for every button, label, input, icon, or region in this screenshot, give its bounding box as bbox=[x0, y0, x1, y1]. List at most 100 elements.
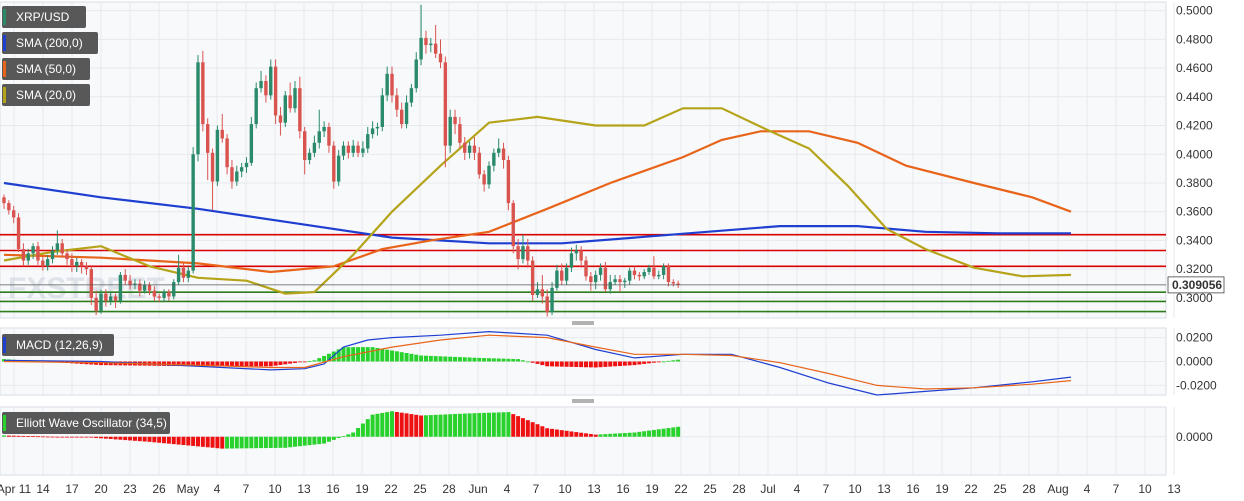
macd-histogram-bar bbox=[268, 361, 273, 367]
macd-histogram-bar bbox=[370, 347, 375, 362]
ewo-histogram-bar bbox=[351, 432, 356, 437]
candle bbox=[307, 152, 312, 160]
x-tick-label: Jul bbox=[760, 482, 775, 496]
candle bbox=[283, 95, 287, 123]
macd-histogram-bar bbox=[656, 361, 661, 363]
ewo-histogram-bar bbox=[302, 436, 307, 446]
candle bbox=[94, 297, 98, 311]
macd-histogram-bar bbox=[525, 361, 530, 363]
candle bbox=[632, 270, 637, 275]
macd-histogram-bar bbox=[579, 361, 584, 368]
macd-histogram-bar bbox=[171, 361, 176, 366]
ewo-histogram-bar bbox=[540, 426, 545, 437]
candle bbox=[637, 274, 642, 277]
candle bbox=[535, 289, 540, 296]
ewo-histogram-bar bbox=[496, 412, 501, 437]
ewo-histogram-bar bbox=[128, 436, 133, 441]
candle bbox=[429, 43, 433, 46]
macd-histogram-bar bbox=[661, 361, 666, 363]
ewo-histogram-bar bbox=[31, 436, 36, 437]
x-tick-label: 23 bbox=[123, 482, 137, 496]
sma-50-line bbox=[3, 130, 1072, 274]
x-tick-label: 4 bbox=[1084, 482, 1091, 496]
macd-histogram-bar bbox=[196, 361, 200, 367]
candle bbox=[16, 217, 21, 250]
ewo-histogram-bar bbox=[147, 436, 152, 442]
ewo-histogram-bar bbox=[263, 436, 268, 449]
ewo-histogram-bar bbox=[293, 436, 297, 447]
candle bbox=[41, 260, 45, 267]
candle bbox=[254, 88, 258, 125]
candle bbox=[55, 243, 60, 251]
macd-histogram-bar bbox=[627, 361, 632, 366]
candle bbox=[312, 142, 317, 153]
macd-histogram-bar bbox=[331, 351, 336, 362]
candle bbox=[652, 267, 656, 277]
candle bbox=[191, 154, 195, 271]
macd-histogram-bar bbox=[569, 361, 574, 367]
ewo-histogram-bar bbox=[550, 428, 555, 437]
x-tick-label: 22 bbox=[384, 482, 398, 496]
macd-histogram-bar bbox=[564, 361, 569, 367]
ewo-histogram-bar bbox=[598, 434, 603, 437]
y-tick-label: 0.0200 bbox=[1176, 331, 1213, 345]
macd-histogram-bar bbox=[496, 358, 501, 362]
ewo-histogram-bar bbox=[627, 432, 632, 437]
candle bbox=[511, 203, 515, 247]
legend-ewo-box bbox=[2, 412, 170, 434]
ewo-histogram-bar bbox=[220, 436, 225, 449]
macd-histogram-bar bbox=[259, 361, 264, 367]
ewo-histogram-bar bbox=[617, 433, 622, 437]
x-tick-label: 19 bbox=[645, 482, 659, 496]
ewo-histogram-bar bbox=[74, 436, 79, 438]
candle bbox=[123, 274, 127, 281]
ewo-histogram-bar bbox=[428, 415, 433, 437]
x-tick-label: 10 bbox=[1138, 482, 1152, 496]
x-tick-label: 10 bbox=[848, 482, 862, 496]
x-tick-label: 28 bbox=[442, 482, 456, 496]
candle bbox=[351, 145, 355, 153]
macd-histogram-bar bbox=[550, 361, 555, 367]
candle bbox=[206, 124, 210, 153]
candle bbox=[472, 145, 477, 153]
macd-histogram-bar bbox=[254, 361, 259, 367]
ewo-histogram-bar bbox=[525, 420, 530, 437]
ewo-histogram-bar bbox=[229, 436, 234, 449]
legend-macd-label: MACD (12,26,9) bbox=[16, 338, 103, 352]
x-tick-label: 13 bbox=[877, 482, 891, 496]
macd-histogram-bar bbox=[608, 361, 613, 367]
candle bbox=[2, 197, 6, 204]
ewo-histogram-bar bbox=[79, 436, 84, 438]
macd-histogram-bar bbox=[511, 358, 516, 362]
macd-histogram-bar bbox=[326, 353, 331, 362]
macd-histogram-bar bbox=[516, 359, 521, 362]
candle bbox=[642, 272, 646, 277]
candle bbox=[598, 267, 603, 275]
macd-histogram-bar bbox=[545, 361, 550, 367]
candle bbox=[152, 290, 157, 297]
x-tick-label: 16 bbox=[906, 482, 920, 496]
candle bbox=[676, 283, 680, 285]
y-tick-label: 0.3200 bbox=[1176, 262, 1213, 276]
ewo-histogram-bar bbox=[108, 436, 113, 440]
ewo-histogram-bar bbox=[89, 436, 94, 438]
y-tick-label: 0.4400 bbox=[1176, 90, 1213, 104]
ewo-histogram-bar bbox=[239, 436, 244, 449]
candle bbox=[584, 260, 588, 277]
macd-histogram-bar bbox=[283, 361, 288, 365]
candle bbox=[603, 267, 608, 290]
ewo-histogram-bar bbox=[632, 432, 637, 437]
ewo-histogram-bar bbox=[390, 411, 394, 437]
ewo-histogram-bar bbox=[162, 436, 167, 444]
candle bbox=[303, 131, 307, 160]
ewo-histogram-bar bbox=[477, 413, 482, 437]
candle bbox=[104, 293, 108, 301]
macd-histogram-bar bbox=[574, 361, 579, 368]
y-tick-label: 0.3000 bbox=[1176, 291, 1213, 305]
candle bbox=[84, 266, 89, 270]
ewo-histogram-bar bbox=[360, 423, 365, 437]
ewo-histogram-bar bbox=[113, 436, 118, 440]
ewo-histogram-bar bbox=[346, 434, 351, 437]
ewo-histogram-bar bbox=[60, 436, 65, 438]
ewo-histogram-bar bbox=[482, 412, 487, 437]
